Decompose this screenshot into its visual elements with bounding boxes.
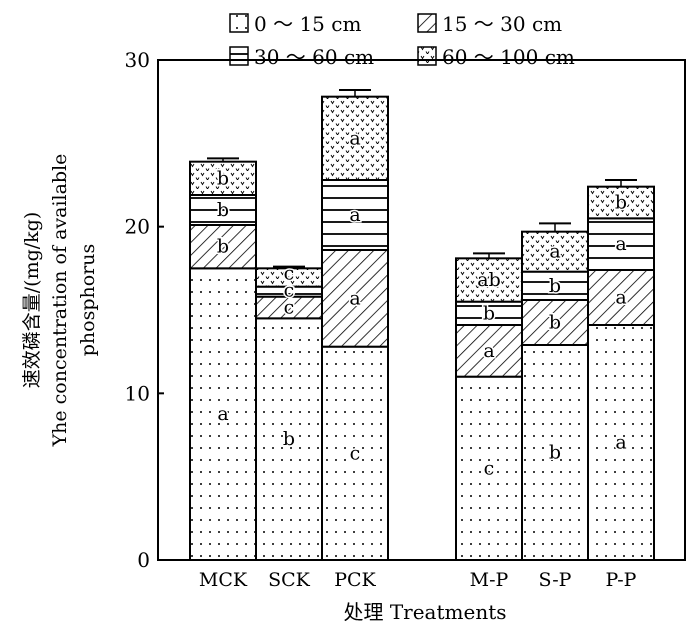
significance-letter: ab [477, 269, 501, 291]
legend-label: 60 ～ 100 cm [442, 45, 575, 69]
x-tick-label: SCK [268, 569, 311, 591]
bar-segment [455, 324, 523, 378]
plot-frame [157, 59, 686, 561]
legend-label: 30 ～ 60 cm [254, 45, 374, 69]
bar-segment [189, 160, 257, 197]
significance-letter: b [217, 167, 229, 189]
bar-segment [587, 185, 655, 220]
legend-swatch [229, 46, 249, 66]
bar-segment [587, 324, 655, 561]
x-tick-label: PCK [334, 569, 376, 591]
x-tick-label: M-P [470, 569, 509, 591]
x-tick-label: MCK [199, 569, 248, 591]
significance-letter: a [615, 432, 626, 454]
significance-letter: a [349, 204, 360, 226]
y-tick-label: 20 [125, 215, 150, 239]
legend-swatch [417, 13, 437, 33]
x-tick-label: S-P [539, 569, 572, 591]
significance-letter: b [549, 275, 561, 297]
y-tick-label: 10 [125, 381, 150, 405]
significance-letter: a [549, 241, 560, 263]
significance-letter: b [615, 192, 627, 214]
bar-segment [521, 230, 589, 273]
legend-label: 15 ～ 30 cm [442, 12, 562, 36]
axis-labels: 速效磷含量/(mg/kg) Yhe concentration of avail… [21, 154, 507, 624]
significance-letter: c [284, 280, 295, 302]
legend-label: 0 ～ 15 cm [254, 12, 361, 36]
significance-letter: b [283, 428, 295, 450]
bar-segment [321, 345, 389, 561]
significance-letter: a [615, 287, 626, 309]
significance-letter: a [349, 287, 360, 309]
bar-segment [455, 375, 523, 561]
significance-letter: b [483, 302, 495, 324]
y-axis-label-line-1: 速效磷含量/(mg/kg) [21, 212, 43, 388]
significance-letter: c [350, 442, 361, 464]
significance-letter: b [217, 236, 229, 258]
bar-segment [255, 317, 323, 562]
bar-segment [321, 249, 389, 348]
x-tick-label: P-P [606, 569, 637, 591]
legend: 0 ～ 15 cm 15 ～ 30 cm 30 ～ 60 cm 60 ～ 100 cm [229, 12, 575, 69]
significance-letter: a [483, 340, 494, 362]
bar-segment [321, 95, 389, 181]
significance-letter: c [284, 263, 295, 285]
y-axis-label-line-2: Yhe concentration of available [49, 154, 71, 448]
significance-letter: b [549, 312, 561, 334]
bar-segment [189, 267, 257, 561]
y-tick-label: 30 [125, 48, 150, 72]
y-tick-label: 0 [137, 548, 150, 572]
significance-letter: a [217, 403, 228, 425]
bar-segment [189, 194, 257, 226]
x-axis-label: 处理 Treatments [343, 600, 506, 624]
legend-swatch [229, 13, 249, 33]
significance-letter: a [349, 127, 360, 149]
significance-letter: c [484, 457, 495, 479]
axes: 0 10 20 30 MCK SCK PCK M-P S-P P-P [125, 48, 686, 591]
y-axis-label-line-3: phosphorus [77, 244, 99, 357]
significance-letter: b [549, 442, 561, 464]
significance-letter: b [217, 199, 229, 221]
significance-letter: a [615, 233, 626, 255]
significance-letter: c [284, 297, 295, 319]
legend-swatch [417, 46, 437, 66]
